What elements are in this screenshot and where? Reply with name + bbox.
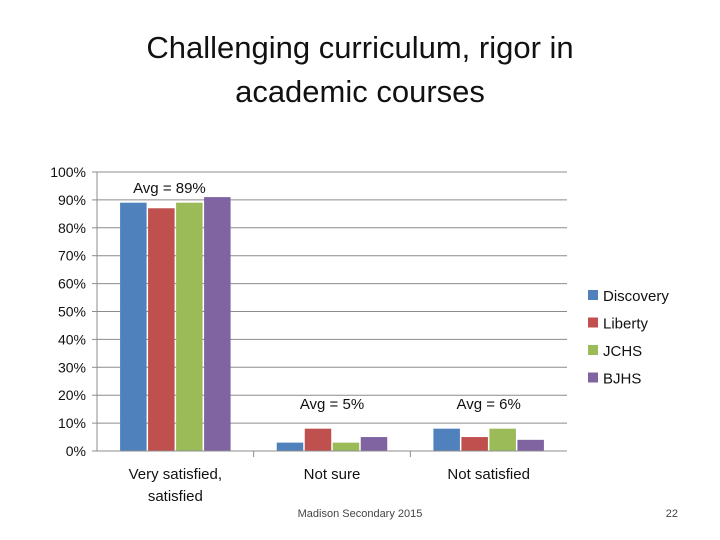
x-axis-category-labels: Very satisfied, satisfied Not sure Not sati…	[129, 466, 530, 505]
footer-source: Madison Secondary 2015	[297, 508, 423, 520]
legend-swatch	[588, 290, 598, 300]
x-category-label: satisfied	[148, 488, 203, 505]
average-annotation: Avg = 5%	[300, 396, 364, 413]
y-tick-label: 20%	[58, 387, 86, 403]
bar	[517, 439, 544, 451]
legend-swatch	[588, 345, 598, 355]
bar	[304, 428, 332, 451]
bar	[204, 197, 231, 451]
legend-swatch	[588, 317, 598, 328]
x-category-label: Very satisfied,	[129, 466, 222, 483]
average-annotation: Avg = 89%	[133, 180, 206, 197]
bar	[276, 442, 304, 451]
legend-label: Discovery	[603, 288, 669, 305]
x-category-label: Not satisfied	[447, 466, 530, 483]
y-tick-label: 50%	[58, 304, 86, 320]
bar	[461, 437, 488, 451]
y-tick-label: 40%	[58, 331, 86, 347]
y-tick-label: 30%	[58, 359, 86, 375]
bar	[489, 428, 516, 451]
bar	[176, 202, 203, 451]
y-tick-label: 70%	[58, 248, 86, 264]
grid-lines	[97, 171, 567, 424]
y-tick-label: 60%	[58, 276, 86, 292]
y-axis-tick-labels: 0% 10% 20% 30% 40% 50% 60% 70% 80% 90% 100%	[50, 164, 86, 459]
bar	[332, 442, 360, 451]
legend-label: Liberty	[603, 316, 649, 333]
bar	[120, 202, 147, 451]
slide-title: Challenging curriculum, rigor in academi…	[146, 30, 574, 109]
legend: Discovery Liberty JCHS BJHS	[588, 288, 669, 388]
y-tick-label: 90%	[58, 192, 86, 208]
legend-swatch	[588, 372, 598, 383]
x-category-label: Not sure	[304, 466, 361, 483]
bar	[433, 428, 460, 451]
legend-label: BJHS	[603, 371, 641, 388]
bar	[148, 208, 175, 451]
average-annotations: Avg = 89% Avg = 5% Avg = 6%	[133, 180, 521, 413]
y-tick-label: 0%	[66, 443, 86, 459]
bars	[120, 197, 544, 451]
page-number: 22	[665, 508, 678, 520]
y-tick-label: 100%	[50, 164, 86, 180]
axes	[92, 171, 567, 457]
bar	[360, 437, 388, 451]
legend-label: JCHS	[603, 343, 642, 360]
y-tick-label: 80%	[58, 220, 86, 236]
average-annotation: Avg = 6%	[456, 396, 520, 413]
y-tick-label: 10%	[58, 415, 86, 431]
